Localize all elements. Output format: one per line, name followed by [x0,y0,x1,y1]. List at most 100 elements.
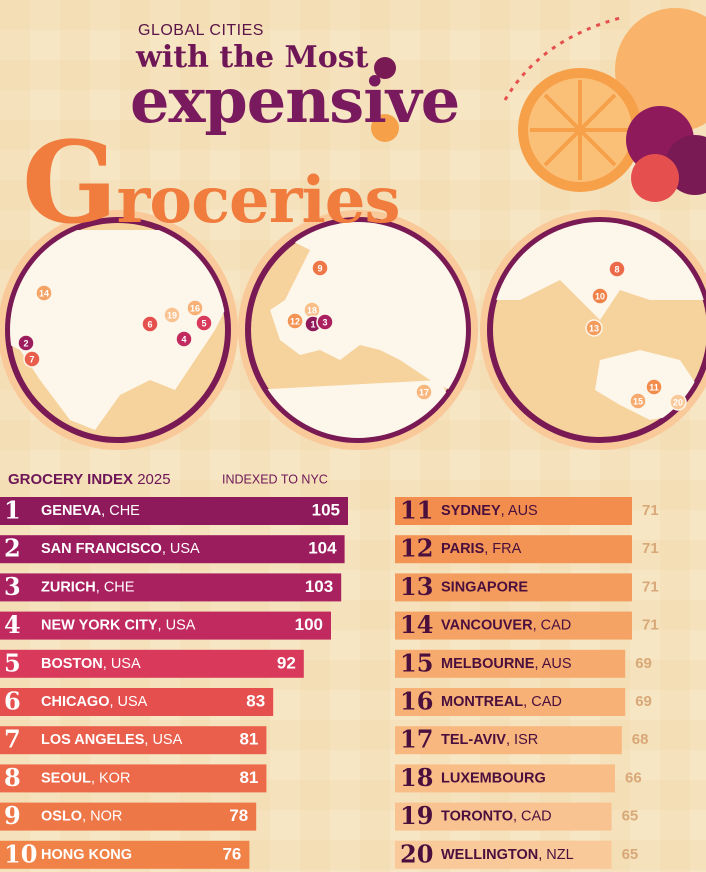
rank: 10 [4,839,37,868]
city-label: GENEVA, CHE [41,503,140,519]
bar [0,611,331,640]
pin-label: 14 [39,288,49,298]
pin [669,393,687,411]
title-line3: Groceries [22,118,401,249]
rank: 5 [4,648,21,677]
city: LUXEMBOURG [441,770,546,786]
pin [186,299,204,317]
city: SINGAPORE [441,579,528,595]
bar [395,802,612,831]
city-label: TEL-AVIV, ISR [441,732,538,748]
country: , CAD [533,617,572,633]
city: SEOUL [41,770,91,786]
title-line1: with the Most [136,40,369,75]
value-label: 104 [308,539,337,558]
bar [0,688,274,716]
value-label: 81 [239,730,258,749]
country: , KOR [91,770,130,786]
bar [395,688,626,716]
kicker: GLOBAL CITIES [138,22,264,39]
pin-label: 19 [167,310,177,320]
pin [608,260,626,278]
value-label: 71 [642,502,659,519]
bar [395,840,612,869]
country: , USA [103,656,141,672]
bar [0,497,348,525]
city: HONG KONG [41,847,132,863]
pin [23,350,41,368]
city: OSLO [41,808,82,824]
bar [395,497,632,525]
pin [17,334,35,352]
value-label: 68 [632,731,649,748]
rank: 11 [400,496,433,525]
pin-label: 3 [322,317,327,327]
city-label: SYDNEY, AUS [441,503,538,519]
fruit-decoration [371,8,706,202]
city: TEL-AVIV [441,732,506,748]
rank: 12 [400,534,433,563]
city-label: NEW YORK CITY, USA [41,617,196,633]
bar [0,535,345,564]
country: , USA [162,541,200,557]
value-label: 105 [312,500,340,519]
city-label: ZURICH, CHE [41,579,135,595]
city-label: MELBOURNE, AUS [441,656,572,672]
pin [163,306,181,324]
value-label: 65 [622,808,639,825]
country: , USA [158,617,196,633]
bar [0,840,250,869]
city-label: WELLINGTON, NZL [441,847,574,863]
pin-label: 18 [307,305,317,315]
city: CHICAGO [41,694,109,710]
rank: 20 [400,839,433,868]
pin [141,315,159,333]
rank: 16 [400,687,433,716]
pin [35,284,53,302]
pin [175,330,193,348]
city: LOS ANGELES [41,732,145,748]
pin-label: 5 [201,318,206,328]
pin [311,259,329,277]
rank: 15 [400,648,433,677]
pin [629,392,647,410]
pin [195,314,213,332]
country: , ISR [506,732,538,748]
index-label-text: GROCERY INDEX [8,471,133,488]
pin [645,378,663,396]
year: 2025 [137,471,170,488]
pin [415,383,433,401]
city: ZURICH [41,579,96,595]
pin-label: 11 [649,382,659,392]
city-label: LUXEMBOURG [441,770,546,786]
value-label: 69 [635,693,652,710]
bar [395,573,632,602]
pin [286,312,304,330]
pin [585,319,603,337]
country: , CHE [101,503,140,519]
value-label: 71 [642,578,659,595]
value-label: 103 [305,577,333,596]
bar [395,611,632,640]
value-label: 65 [622,846,639,863]
value-label: 66 [625,769,642,786]
city-label: PARIS, FRA [441,541,522,557]
rank: 6 [4,687,21,716]
bar [395,535,632,564]
country: , USA [109,694,147,710]
pin [316,313,334,331]
pin-label: 1 [310,319,315,329]
pin-label: 6 [147,319,152,329]
value-label: 83 [246,691,265,710]
rank: 9 [4,801,21,830]
value-label: 78 [229,806,248,825]
pin-label: 9 [317,263,322,273]
bar [395,764,615,793]
pin-label: 17 [419,387,429,397]
rank: 8 [4,763,21,792]
city: GENEVA [41,503,102,519]
title-line2: expensive [130,64,460,137]
value-label: 100 [295,615,323,634]
